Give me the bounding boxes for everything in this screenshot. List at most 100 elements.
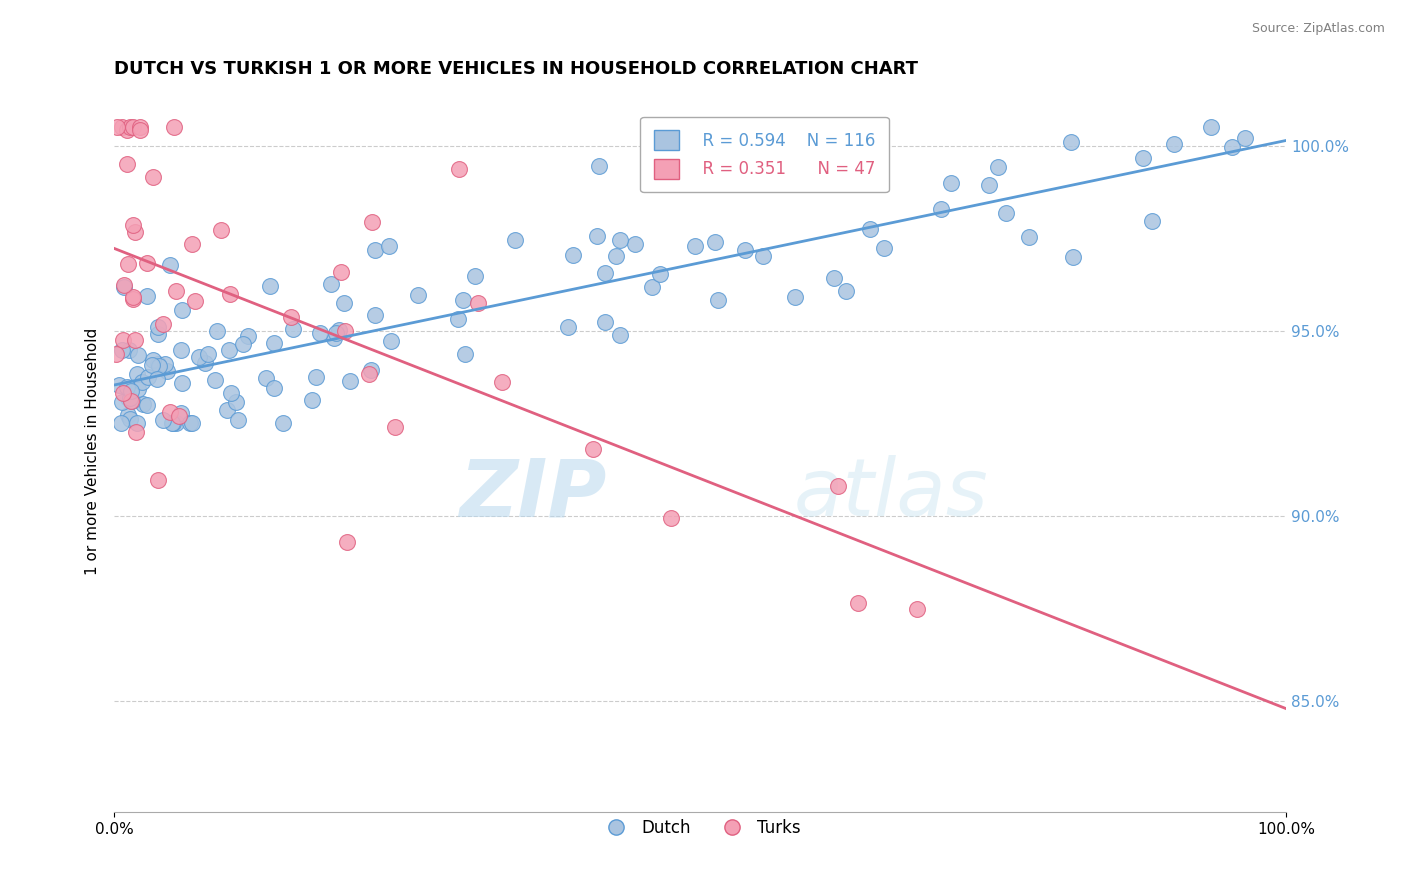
Point	[159, 259, 181, 273]
Point	[204, 373, 226, 387]
Point	[193, 356, 215, 370]
Point	[1233, 131, 1256, 145]
Point	[219, 287, 242, 301]
Point	[118, 392, 141, 406]
Point	[127, 367, 149, 381]
Point	[1060, 135, 1083, 149]
Point	[283, 321, 305, 335]
Point	[704, 235, 727, 249]
Point	[503, 233, 526, 247]
Point	[238, 328, 260, 343]
Point	[454, 347, 477, 361]
Point	[118, 411, 141, 425]
Point	[467, 295, 489, 310]
Point	[142, 353, 165, 368]
Point	[112, 333, 135, 347]
Point	[129, 122, 152, 136]
Text: ZIP: ZIP	[458, 456, 606, 533]
Point	[363, 308, 385, 322]
Point	[464, 268, 486, 283]
Point	[180, 237, 202, 252]
Point	[118, 120, 141, 135]
Point	[122, 290, 145, 304]
Point	[118, 343, 141, 357]
Point	[218, 343, 240, 357]
Y-axis label: 1 or more Vehicles in Household: 1 or more Vehicles in Household	[86, 327, 100, 574]
Point	[219, 385, 242, 400]
Point	[152, 413, 174, 427]
Point	[582, 442, 605, 457]
Point	[650, 267, 672, 281]
Point	[685, 239, 707, 253]
Point	[339, 374, 361, 388]
Point	[384, 420, 406, 434]
Point	[325, 326, 347, 340]
Point	[170, 406, 193, 420]
Point	[309, 326, 332, 340]
Point	[209, 223, 232, 237]
Point	[205, 324, 228, 338]
Point	[165, 284, 187, 298]
Point	[987, 160, 1010, 174]
Point	[609, 328, 631, 343]
Point	[939, 176, 962, 190]
Point	[141, 358, 163, 372]
Point	[225, 395, 247, 409]
Point	[301, 393, 323, 408]
Point	[172, 303, 194, 318]
Point	[136, 369, 159, 384]
Point	[132, 397, 155, 411]
Point	[162, 417, 184, 431]
Point	[127, 348, 149, 362]
Point	[707, 293, 730, 307]
Point	[127, 417, 149, 431]
Point	[117, 391, 139, 405]
Point	[172, 376, 194, 390]
Point	[408, 287, 430, 301]
Point	[111, 385, 134, 400]
Point	[1163, 136, 1185, 151]
Point	[995, 206, 1018, 220]
Point	[827, 479, 849, 493]
Point	[280, 310, 302, 324]
Point	[661, 511, 683, 525]
Point	[115, 123, 138, 137]
Point	[752, 249, 775, 263]
Point	[846, 596, 869, 610]
Point	[112, 278, 135, 293]
Point	[117, 257, 139, 271]
Point	[447, 312, 470, 326]
Point	[146, 357, 169, 371]
Point	[557, 319, 579, 334]
Point	[160, 417, 183, 431]
Point	[380, 334, 402, 349]
Point	[783, 290, 806, 304]
Text: Source: ZipAtlas.com: Source: ZipAtlas.com	[1251, 22, 1385, 36]
Point	[117, 408, 139, 422]
Point	[124, 225, 146, 239]
Point	[111, 120, 134, 135]
Point	[146, 327, 169, 342]
Point	[170, 343, 193, 357]
Point	[107, 120, 129, 135]
Point	[197, 347, 219, 361]
Point	[905, 602, 928, 616]
Point	[163, 120, 186, 135]
Text: DUTCH VS TURKISH 1 OR MORE VEHICLES IN HOUSEHOLD CORRELATION CHART: DUTCH VS TURKISH 1 OR MORE VEHICLES IN H…	[114, 60, 918, 78]
Point	[332, 296, 354, 310]
Point	[333, 324, 356, 338]
Point	[124, 334, 146, 348]
Point	[152, 317, 174, 331]
Point	[120, 384, 142, 399]
Point	[734, 243, 756, 257]
Point	[105, 347, 128, 361]
Point	[153, 357, 176, 371]
Point	[859, 221, 882, 235]
Point	[115, 380, 138, 394]
Point	[254, 370, 277, 384]
Text: atlas: atlas	[794, 456, 988, 533]
Point	[364, 243, 387, 257]
Legend: Dutch, Turks: Dutch, Turks	[593, 812, 807, 843]
Point	[929, 202, 952, 216]
Point	[263, 336, 285, 351]
